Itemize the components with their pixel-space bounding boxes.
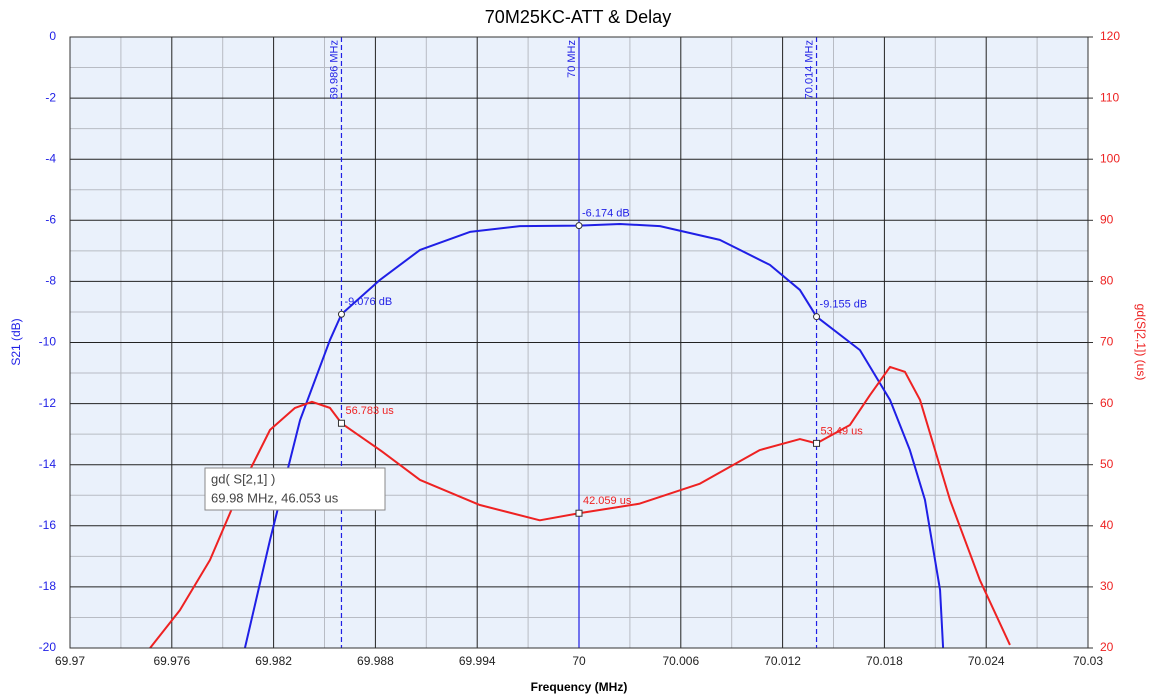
marker-value-label: -6.174 dB — [582, 208, 630, 220]
x-tick-label: 69.976 — [153, 654, 190, 668]
y-tick-label: -12 — [39, 396, 57, 410]
y2-tick-label: 90 — [1100, 212, 1114, 226]
y-tick-label: -14 — [39, 457, 57, 471]
x-tick-label: 70.018 — [866, 654, 903, 668]
tooltip-title: gd( S[2,1] ) — [211, 471, 275, 486]
marker-point — [575, 509, 583, 517]
y2-tick-label: 110 — [1100, 90, 1119, 104]
y2-tick-label: 80 — [1100, 274, 1114, 288]
x-tick-label: 69.994 — [459, 654, 496, 668]
x-tick-label: 70.012 — [764, 654, 801, 668]
marker-value-label: 56.783 us — [345, 405, 394, 417]
y2-axis-label: gd(S[2,1]) (us) — [1134, 304, 1148, 381]
marker-value-label: 53.49 us — [821, 425, 864, 437]
y2-tick-label: 60 — [1100, 396, 1114, 410]
marker-x-label: 70 MHz — [566, 40, 578, 78]
y-tick-label: -2 — [45, 90, 56, 104]
y2-tick-label: 100 — [1100, 151, 1120, 165]
marker-point — [337, 310, 345, 318]
y2-tick-label: 30 — [1100, 579, 1114, 593]
marker-point — [813, 439, 821, 447]
y-tick-label: -6 — [45, 212, 56, 226]
marker-point — [813, 313, 821, 321]
y2-tick-label: 50 — [1100, 457, 1114, 471]
x-tick-label: 69.97 — [55, 654, 85, 668]
y2-tick-label: 70 — [1100, 335, 1114, 349]
y2-tick-label: 120 — [1100, 29, 1120, 43]
marker-point — [337, 419, 345, 427]
y-axis-label: S21 (dB) — [9, 318, 23, 365]
x-axis-label: Frequency (MHz) — [531, 680, 628, 694]
y-tick-label: -16 — [39, 518, 57, 532]
marks: 69.986 MHz -9.076 dB 56.783 us 70 MHz -6.174… — [149, 37, 1011, 649]
marker-value-label: 42.059 us — [583, 495, 632, 507]
x-tick-label: 70.024 — [968, 654, 1005, 668]
x-tick-label: 70.006 — [662, 654, 699, 668]
tooltip-text: 69.98 MHz, 46.053 us — [211, 490, 339, 505]
x-tick-label: 69.988 — [357, 654, 394, 668]
x-tick-label: 70 — [572, 654, 586, 668]
x-tick-label: 70.03 — [1073, 654, 1103, 668]
tooltip: gd( S[2,1] ) 69.98 MHz, 46.053 us — [204, 467, 386, 511]
tooltip-box — [204, 467, 386, 511]
y-tick-label: -20 — [39, 640, 57, 654]
marker-point — [575, 222, 583, 230]
marker-x-label: 69.986 MHz — [328, 40, 340, 99]
marker-value-label: -9.076 dB — [344, 296, 392, 308]
x-tick-label: 69.982 — [255, 654, 292, 668]
y-tick-label: -18 — [39, 579, 57, 593]
y-tick-label: -4 — [45, 151, 56, 165]
series-line — [243, 222, 945, 649]
y-tick-label: 0 — [49, 29, 56, 43]
y-tick-label: -8 — [45, 274, 56, 288]
marker-x-label: 70.014 MHz — [803, 40, 815, 99]
chart-title: 70M25KC-ATT & Delay — [485, 7, 671, 27]
y2-tick-label: 20 — [1100, 640, 1114, 654]
y-tick-label: -10 — [39, 335, 57, 349]
y2-tick-label: 40 — [1100, 518, 1114, 532]
marker-value-label: -9.155 dB — [820, 299, 868, 311]
